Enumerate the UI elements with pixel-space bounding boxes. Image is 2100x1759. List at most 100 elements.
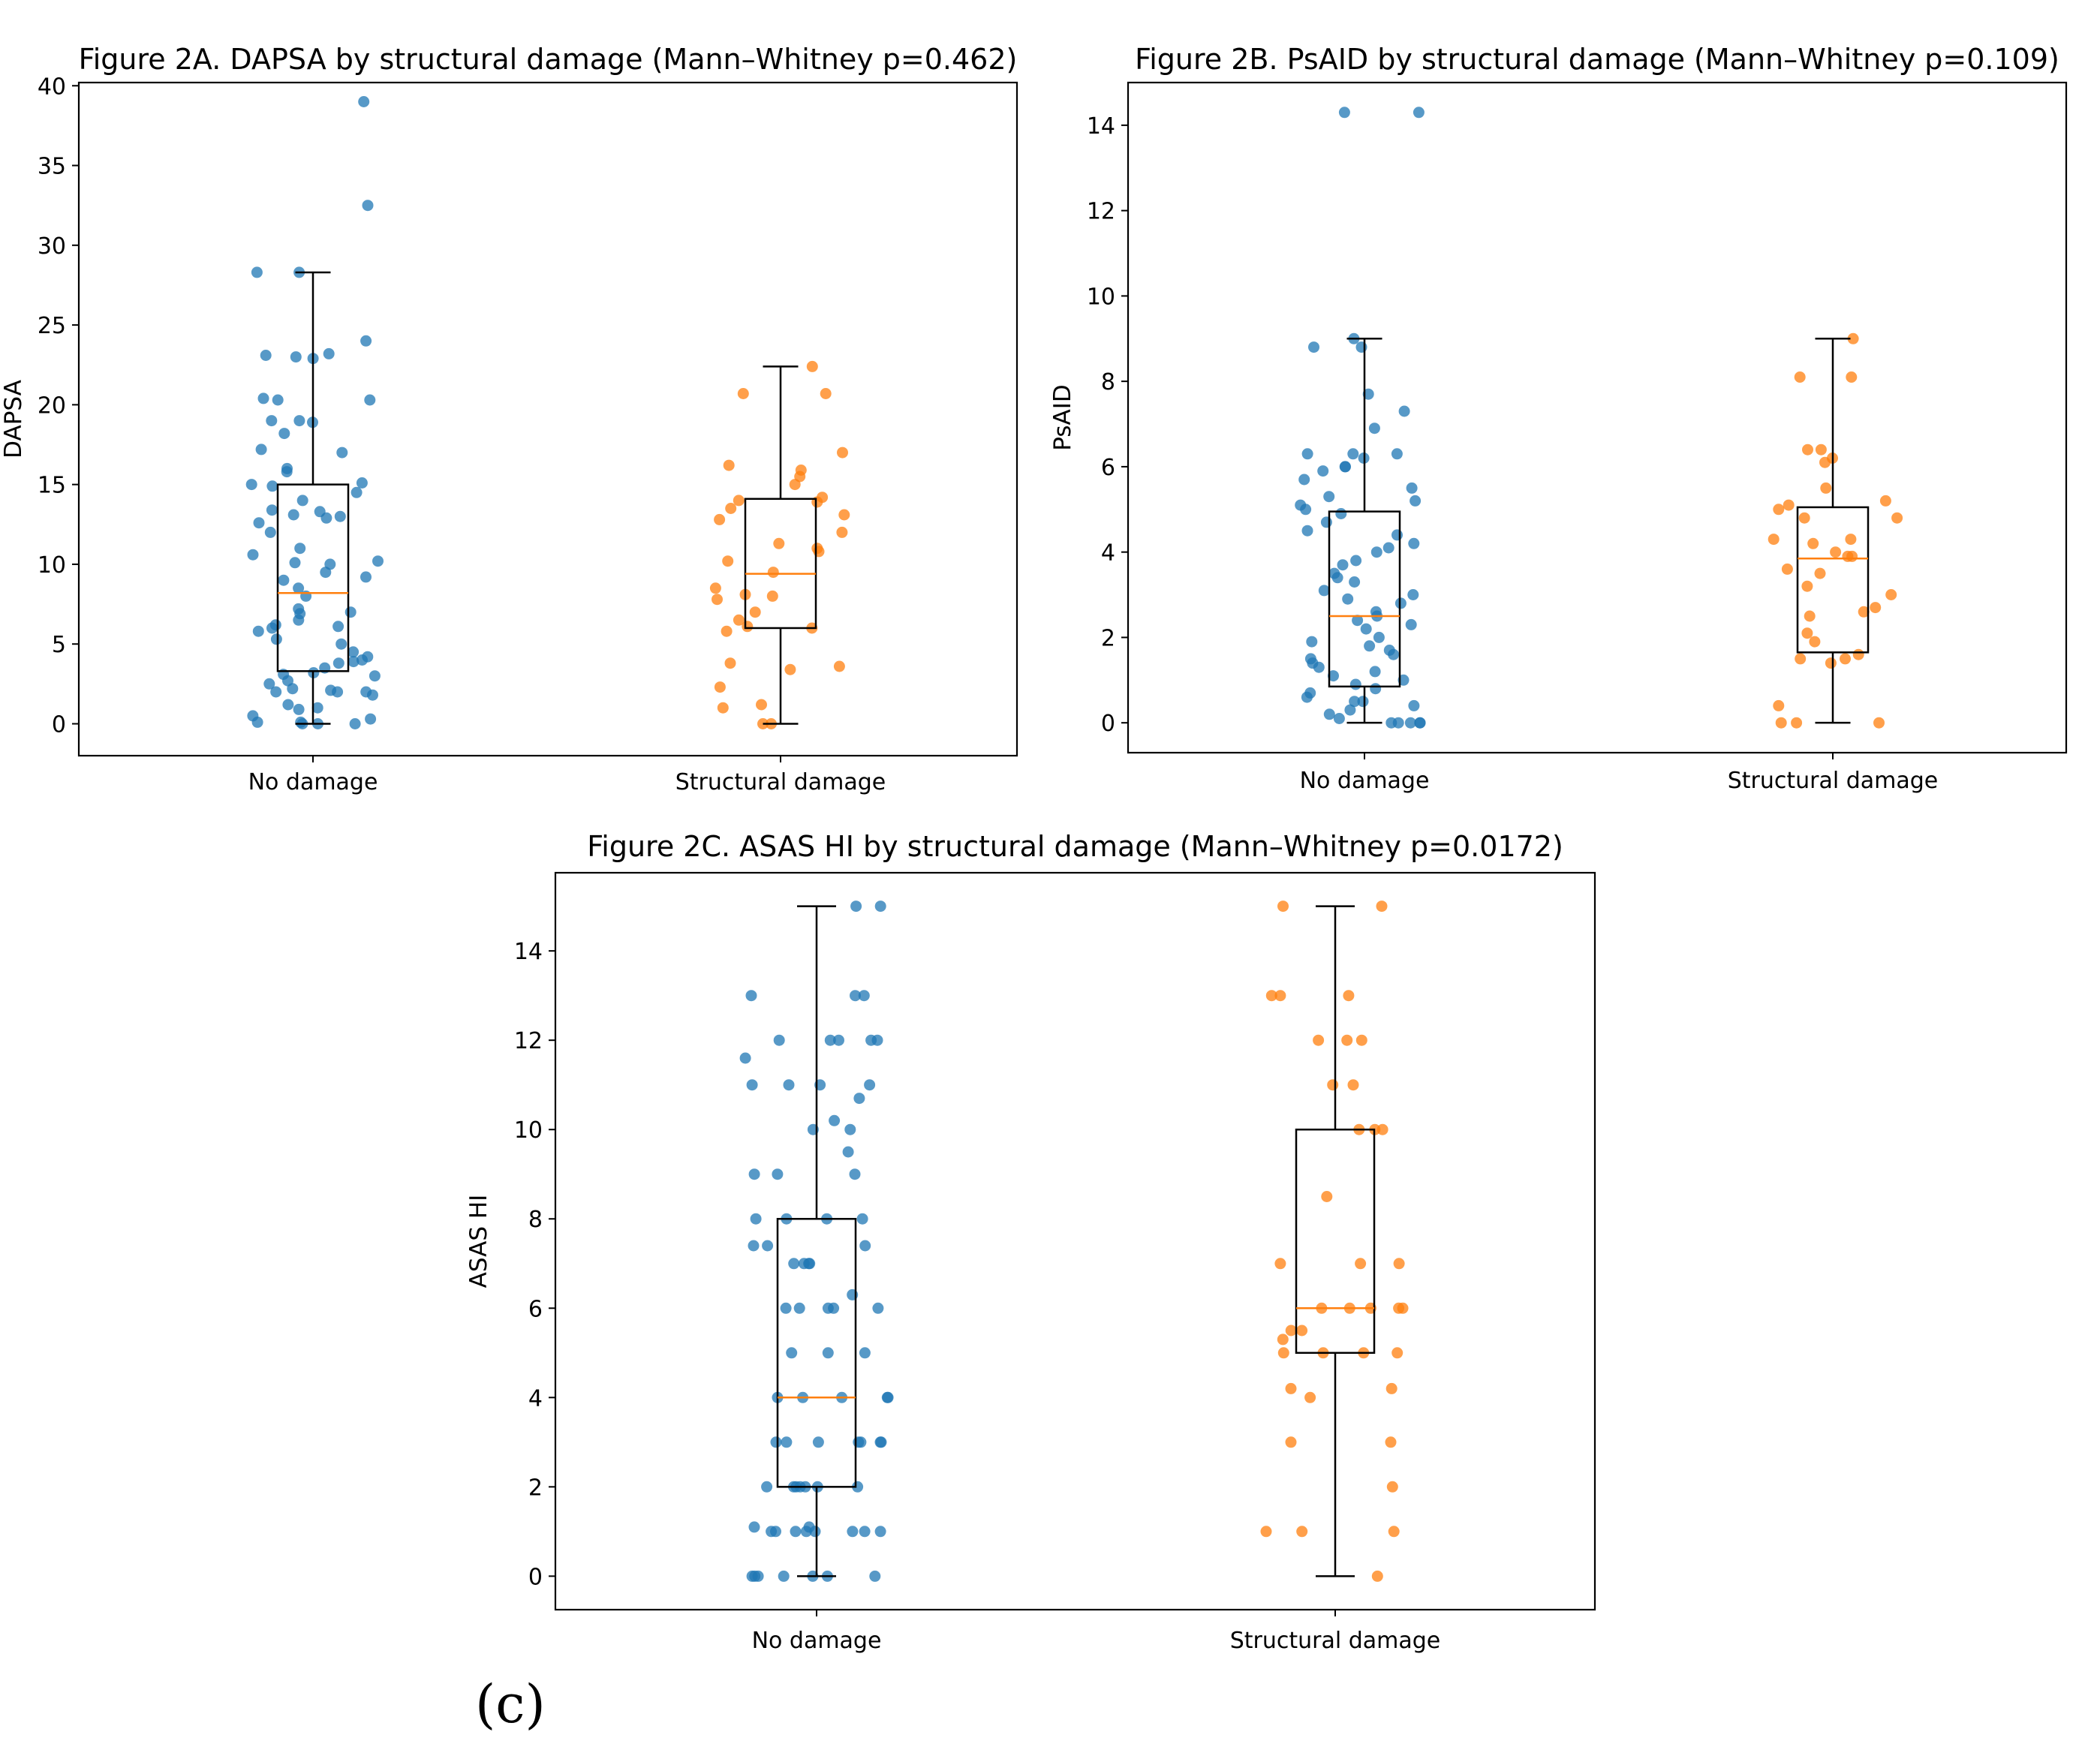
data-point <box>1807 537 1819 549</box>
data-point <box>344 606 357 618</box>
data-point <box>251 266 263 278</box>
data-point <box>369 670 381 682</box>
data-point <box>1804 610 1816 622</box>
data-point <box>762 1240 774 1252</box>
y-tick-label: 20 <box>38 392 66 419</box>
data-point <box>1327 1079 1339 1091</box>
data-point <box>837 447 848 459</box>
data-point <box>1344 704 1356 716</box>
data-point <box>1392 717 1404 729</box>
data-point <box>293 614 305 626</box>
data-point <box>263 678 275 690</box>
data-point <box>1341 1034 1353 1046</box>
y-tick-label: 0 <box>528 1564 543 1590</box>
data-point <box>1768 534 1780 546</box>
data-point <box>336 447 348 459</box>
data-point <box>1794 371 1806 383</box>
data-point <box>347 656 360 668</box>
x-tick-label: No damage <box>752 1628 882 1654</box>
data-point <box>320 567 332 579</box>
data-point <box>323 347 335 359</box>
data-point <box>1386 1481 1398 1493</box>
data-point <box>332 621 344 633</box>
data-point <box>1391 1347 1404 1359</box>
data-point <box>260 350 272 361</box>
data-point <box>766 590 778 602</box>
data-point <box>1340 461 1351 473</box>
data-point <box>1407 589 1419 600</box>
data-point <box>1260 1526 1272 1538</box>
box-iqr <box>1796 506 1870 654</box>
data-point <box>847 1526 859 1538</box>
data-point <box>1306 636 1318 648</box>
data-point <box>1391 529 1403 541</box>
data-point <box>272 394 284 406</box>
data-point <box>1265 990 1277 1002</box>
plot-frame <box>1127 81 2068 754</box>
data-point <box>773 537 785 549</box>
data-point <box>1296 1325 1308 1337</box>
data-point <box>293 703 305 715</box>
x-tick-label: Structural damage <box>1230 1628 1441 1654</box>
data-point <box>812 1436 824 1448</box>
data-point <box>1350 555 1362 567</box>
data-point <box>772 1168 784 1180</box>
data-point <box>806 360 818 372</box>
data-point <box>1870 602 1882 614</box>
data-point <box>1355 1258 1367 1270</box>
data-point <box>853 1093 865 1105</box>
data-point <box>1815 444 1827 456</box>
data-point <box>1364 640 1376 652</box>
data-point <box>850 990 861 1002</box>
data-point <box>874 1526 886 1538</box>
data-point <box>1852 648 1864 660</box>
data-point <box>1301 448 1313 460</box>
data-point <box>270 686 282 698</box>
data-point <box>1773 699 1785 711</box>
data-point <box>1285 1436 1297 1448</box>
data-point <box>1376 901 1388 913</box>
data-point <box>1781 563 1793 575</box>
data-point <box>778 1570 790 1582</box>
data-point <box>723 459 735 471</box>
y-tick-label: 6 <box>528 1296 543 1322</box>
y-tick-label: 12 <box>514 1028 543 1054</box>
data-point <box>780 1302 792 1314</box>
plot-frame <box>77 81 1018 757</box>
data-point <box>252 625 264 637</box>
y-tick-label: 12 <box>1087 199 1115 225</box>
data-point <box>320 512 332 524</box>
data-point <box>1410 495 1422 507</box>
data-point <box>767 567 779 579</box>
data-point <box>1408 537 1420 549</box>
data-point <box>1840 653 1851 665</box>
data-point <box>257 392 269 404</box>
data-point <box>1274 1258 1286 1270</box>
data-point <box>745 990 757 1002</box>
y-tick-label: 4 <box>1101 540 1115 567</box>
data-point <box>748 1521 760 1533</box>
chart-title: Figure 2C. ASAS HI by structural damage … <box>587 830 1563 863</box>
data-point <box>712 594 723 606</box>
data-point <box>1349 696 1361 708</box>
data-point <box>783 1079 795 1091</box>
data-point <box>311 702 323 714</box>
data-point <box>1357 696 1369 708</box>
data-point <box>287 509 299 521</box>
data-point <box>1846 371 1858 383</box>
data-point <box>1809 636 1821 648</box>
data-point <box>1791 717 1803 729</box>
data-point <box>1355 1034 1367 1046</box>
data-point <box>1371 1570 1383 1582</box>
data-point <box>1343 990 1355 1002</box>
data-point <box>828 1302 840 1314</box>
data-point <box>270 633 282 645</box>
data-point <box>296 495 308 507</box>
data-point <box>1321 1191 1333 1202</box>
data-point <box>833 1034 844 1046</box>
y-tick-label: 40 <box>38 74 66 100</box>
data-point <box>1385 1436 1397 1448</box>
data-point <box>360 335 372 347</box>
data-point <box>1825 657 1837 669</box>
data-point <box>247 549 259 561</box>
